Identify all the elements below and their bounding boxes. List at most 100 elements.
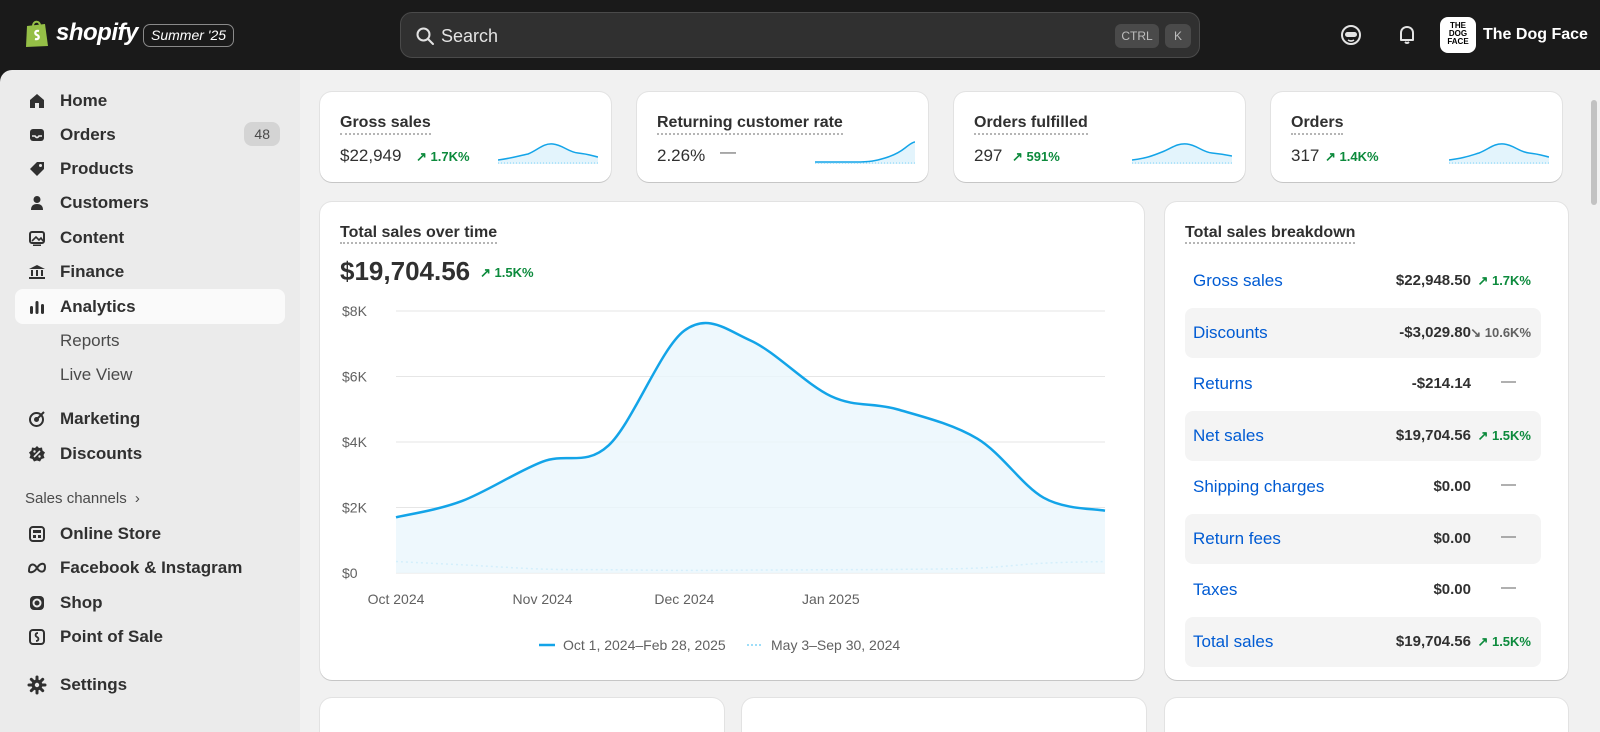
bell-icon[interactable] bbox=[1394, 22, 1420, 48]
sidebar-item-analytics[interactable]: Analytics bbox=[15, 289, 285, 324]
breakdown-row-delta: ↗ 1.5K% bbox=[1477, 427, 1531, 443]
shopify-logo[interactable]: shopify bbox=[24, 18, 138, 48]
chart-total-value: $19,704.56 bbox=[340, 256, 471, 286]
sidebar-item-point-of-sale[interactable]: Point of Sale bbox=[15, 619, 285, 654]
breakdown-row-delta: ↗ 1.7K% bbox=[1477, 273, 1531, 288]
arrow-down-right-icon: ↘ bbox=[1470, 324, 1485, 340]
y-tick-label: $0 bbox=[342, 565, 358, 581]
kpi-title: Orders fulfilled bbox=[974, 114, 1088, 135]
sales-channels-heading[interactable]: Sales channels › bbox=[25, 490, 140, 507]
kpi-card-gross-sales[interactable]: Gross sales $22,949 ↗ 1.7K% bbox=[320, 92, 611, 182]
legend-label-previous: May 3–Sep 30, 2024 bbox=[771, 637, 900, 653]
breakdown-row-link[interactable]: Gross sales bbox=[1193, 271, 1283, 290]
x-tick-label: Dec 2024 bbox=[654, 591, 714, 607]
sidebar-item-products[interactable]: Products bbox=[15, 151, 285, 186]
chart-title[interactable]: Total sales over time bbox=[340, 224, 498, 244]
arrow-up-right-icon: ↗ bbox=[1012, 149, 1027, 164]
breakdown-row-link[interactable]: Shipping charges bbox=[1193, 477, 1325, 496]
kpi-delta: ↗ 591% bbox=[1012, 149, 1060, 164]
scrollbar[interactable] bbox=[1588, 70, 1600, 732]
bottom-card-1 bbox=[320, 698, 724, 732]
kpi-card-orders-fulfilled[interactable]: Orders fulfilled 297 ↗ 591% bbox=[954, 92, 1245, 182]
sidebar-item-reports[interactable]: Reports bbox=[15, 323, 285, 358]
sidebar-item-shop[interactable]: Shop bbox=[15, 585, 285, 620]
home-icon bbox=[30, 94, 44, 108]
kpi-sparkline bbox=[815, 141, 915, 164]
bottom-card-3 bbox=[1165, 698, 1568, 732]
breakdown-row-delta: — bbox=[1501, 476, 1516, 493]
main-content: Gross sales $22,949 ↗ 1.7K% Returning cu… bbox=[300, 70, 1600, 732]
breakdown-row-value: $19,704.56 bbox=[1395, 426, 1471, 444]
breakdown-row-value: $22,948.50 bbox=[1395, 272, 1471, 289]
discount-icon bbox=[29, 446, 45, 462]
chart-delta: ↗ 1.5K% bbox=[480, 265, 534, 280]
shopify-bag-icon bbox=[26, 20, 48, 47]
sidebar-item-online-store[interactable]: Online Store bbox=[15, 516, 285, 551]
store-switcher[interactable]: THE DOG FACE The Dog Face bbox=[1440, 17, 1588, 53]
bottom-card-2 bbox=[742, 698, 1146, 732]
breakdown-row-link[interactable]: Return fees bbox=[1193, 528, 1281, 548]
store-icon bbox=[29, 526, 45, 542]
breakdown-row: Net sales $19,704.56 ↗ 1.5K% bbox=[1185, 410, 1541, 461]
sales-line-chart[interactable]: $0 $2K $4K $6K $8K Oct 2024 Nov 2024 Dec 2024 Ja… bbox=[320, 202, 1144, 680]
breakdown-row-delta: ↘ 10.6K% bbox=[1470, 324, 1531, 340]
kpi-card-returning-customer-rate[interactable]: Returning customer rate 2.26% — bbox=[637, 92, 928, 182]
bank-icon bbox=[29, 265, 45, 279]
orders-count-badge: 48 bbox=[244, 122, 280, 146]
breakdown-title[interactable]: Total sales breakdown bbox=[1185, 224, 1356, 244]
breakdown-row-link[interactable]: Returns bbox=[1193, 374, 1253, 393]
image-icon bbox=[29, 231, 45, 246]
sidekick-icon[interactable] bbox=[1338, 22, 1364, 48]
breakdown-row-value: $19,704.56 bbox=[1395, 632, 1471, 650]
sidebar-item-marketing[interactable]: Marketing bbox=[15, 401, 285, 436]
breakdown-row-link[interactable]: Taxes bbox=[1193, 580, 1238, 599]
sidebar-item-content[interactable]: Content bbox=[15, 220, 285, 255]
kpi-card-orders[interactable]: Orders 317 ↗ 1.4K% bbox=[1271, 92, 1562, 182]
sidebar-item-label: Facebook & Instagram bbox=[60, 557, 243, 577]
series-line-current bbox=[395, 321, 1106, 519]
sidebar-item-orders[interactable]: Orders 48 bbox=[15, 117, 285, 152]
breakdown-row-value: $0.00 bbox=[1433, 581, 1471, 598]
edition-badge[interactable]: Summer '25 bbox=[143, 24, 235, 47]
y-tick-label: $4K bbox=[342, 434, 368, 450]
kpi-value: $22,949 bbox=[340, 146, 402, 165]
breakdown-row-link[interactable]: Discounts bbox=[1193, 322, 1268, 342]
kpi-value: 2.26% bbox=[657, 146, 706, 165]
breakdown-row: Returns -$214.14 — bbox=[1185, 359, 1541, 409]
breakdown-row: Taxes $0.00 — bbox=[1185, 565, 1541, 615]
breakdown-row: Shipping charges $0.00 — bbox=[1185, 462, 1541, 512]
arrow-up-right-icon: ↗ bbox=[1477, 427, 1492, 443]
gear-icon bbox=[27, 675, 47, 695]
sidebar-item-finance[interactable]: Finance bbox=[15, 254, 285, 289]
person-icon bbox=[31, 196, 43, 210]
breakdown-row-link[interactable]: Total sales bbox=[1193, 631, 1274, 651]
kpi-delta: ↗ 1.4K% bbox=[1325, 149, 1379, 164]
search-icon bbox=[416, 27, 434, 45]
sidebar-item-discounts[interactable]: Discounts bbox=[15, 436, 285, 471]
sidebar-item-live-view[interactable]: Live View bbox=[15, 357, 285, 392]
sidebar-item-facebook-instagram[interactable]: Facebook & Instagram bbox=[15, 550, 285, 585]
sidebar-item-label: Products bbox=[60, 158, 134, 178]
y-tick-label: $6K bbox=[342, 369, 368, 385]
x-tick-label: Oct 2024 bbox=[368, 591, 425, 607]
kpi-value: 317 bbox=[1291, 146, 1320, 165]
breakdown-row-delta: — bbox=[1501, 527, 1516, 545]
shopify-wordmark: shopify bbox=[56, 19, 138, 46]
sidebar-item-home[interactable]: Home bbox=[15, 83, 285, 118]
kpi-title: Gross sales bbox=[340, 114, 431, 135]
breakdown-row-value: $0.00 bbox=[1433, 478, 1471, 495]
breakdown-row-value: -$214.14 bbox=[1411, 375, 1471, 392]
pos-icon bbox=[29, 629, 45, 645]
sidebar: Home Orders 48 Products Customers Conten… bbox=[0, 70, 300, 732]
sidebar-item-label: Reports bbox=[60, 330, 120, 350]
total-sales-breakdown-card: Total sales breakdown Gross sales $22,948… bbox=[1165, 202, 1568, 680]
sidebar-item-label: Analytics bbox=[60, 296, 136, 316]
breakdown-row-link[interactable]: Net sales bbox=[1193, 425, 1264, 445]
search-bar[interactable]: Search CTRL K bbox=[400, 12, 1200, 58]
x-tick-label: Jan 2025 bbox=[802, 591, 860, 607]
chevron-right-icon: › bbox=[134, 490, 140, 507]
kpi-title: Returning customer rate bbox=[657, 114, 843, 135]
sidebar-item-customers[interactable]: Customers bbox=[15, 185, 285, 220]
sidebar-item-settings[interactable]: Settings bbox=[15, 667, 285, 702]
scrollbar-thumb[interactable] bbox=[1591, 100, 1597, 205]
